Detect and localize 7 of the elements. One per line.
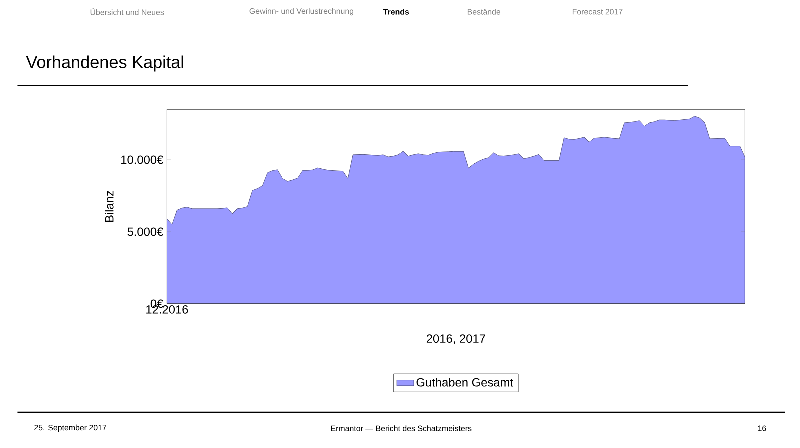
y-tick-label: 5.000€ [128,228,164,236]
y-axis-title: Bilanz [105,190,114,222]
y-tick-label: 0€ [150,300,164,308]
y-tick-label: 10.000€ [122,156,164,164]
legend-label: Guthaben Gesamt [416,378,514,387]
chart-title: Vorhandenes Kapital [26,56,184,72]
x-axis-title: 2016, 2017 [426,334,486,344]
